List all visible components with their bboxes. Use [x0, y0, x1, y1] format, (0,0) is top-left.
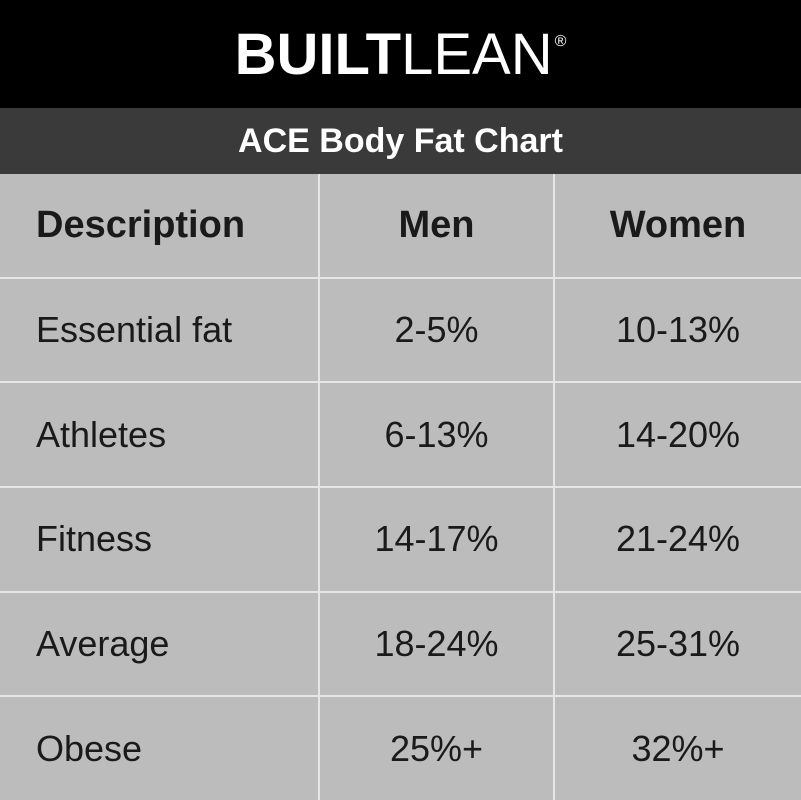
body-fat-table: Description Men Women Essential fat 2-5%… — [0, 174, 801, 800]
table-header-row: Description Men Women — [0, 174, 801, 279]
row-description: Obese — [0, 697, 320, 800]
row-women: 25-31% — [555, 593, 801, 696]
table-row: Fitness 14-17% 21-24% — [0, 488, 801, 593]
column-header-description: Description — [0, 174, 320, 277]
column-header-women: Women — [555, 174, 801, 277]
table-row: Obese 25%+ 32%+ — [0, 697, 801, 800]
row-women: 14-20% — [555, 383, 801, 486]
row-women: 32%+ — [555, 697, 801, 800]
brand-bar: BUILTLEAN® — [0, 0, 801, 108]
table-row: Essential fat 2-5% 10-13% — [0, 279, 801, 384]
row-men: 2-5% — [320, 279, 555, 382]
row-description: Essential fat — [0, 279, 320, 382]
row-description: Athletes — [0, 383, 320, 486]
chart-title: ACE Body Fat Chart — [0, 108, 801, 174]
row-men: 6-13% — [320, 383, 555, 486]
brand-bold: BUILT — [235, 21, 401, 88]
row-women: 10-13% — [555, 279, 801, 382]
chart-container: BUILTLEAN® ACE Body Fat Chart Descriptio… — [0, 0, 801, 800]
row-men: 25%+ — [320, 697, 555, 800]
table-row: Average 18-24% 25-31% — [0, 593, 801, 698]
brand-registered: ® — [555, 33, 567, 51]
table-row: Athletes 6-13% 14-20% — [0, 383, 801, 488]
brand-logo: BUILTLEAN® — [235, 21, 567, 88]
row-men: 14-17% — [320, 488, 555, 591]
brand-light: LEAN — [401, 21, 553, 88]
row-men: 18-24% — [320, 593, 555, 696]
row-description: Fitness — [0, 488, 320, 591]
column-header-men: Men — [320, 174, 555, 277]
row-women: 21-24% — [555, 488, 801, 591]
row-description: Average — [0, 593, 320, 696]
